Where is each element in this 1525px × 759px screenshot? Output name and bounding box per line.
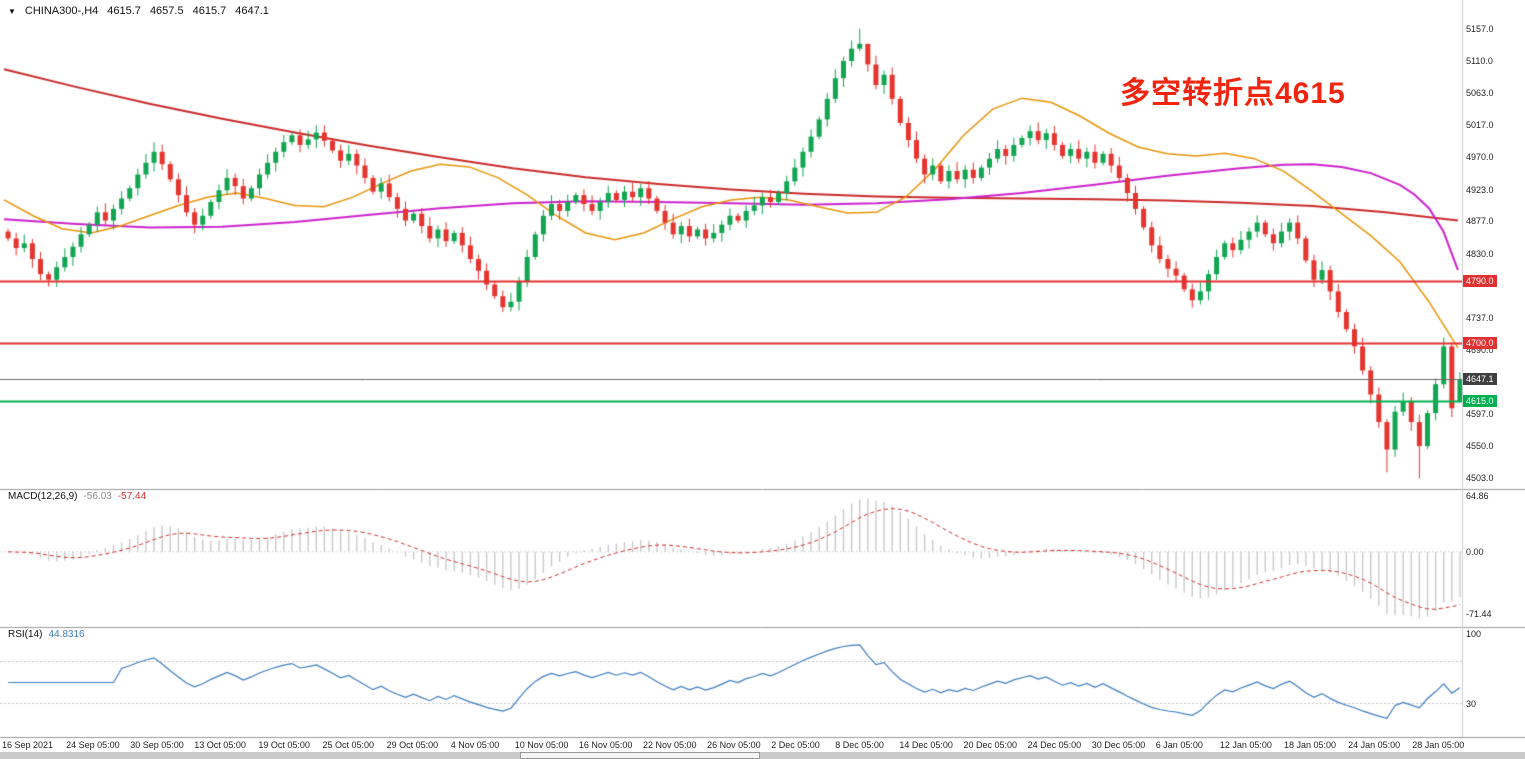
price-tick: 5063.0 [1466,88,1494,99]
time-label: 24 Dec 05:00 [1027,740,1082,750]
price-badge: 4615.0 [1463,395,1497,408]
time-label: 10 Nov 05:00 [514,740,569,750]
rsi-label: RSI(14) 44.8316 [8,629,91,640]
price-tick: 4923.0 [1466,184,1494,195]
price-tick: 4830.0 [1466,248,1494,259]
ohlc-open: 4615.7 [107,5,141,17]
price-badge: 4700.0 [1463,336,1497,349]
macd-tick: -71.44 [1466,608,1492,619]
macd-tick: 0.00 [1466,546,1484,557]
time-label: 8 Dec 05:00 [835,740,884,750]
time-label: 20 Dec 05:00 [963,740,1018,750]
ohlc-close: 4647.1 [235,5,269,17]
symbol-dropdown-icon[interactable]: ▼ [8,6,16,16]
time-label: 12 Jan 05:00 [1219,740,1272,750]
price-tick: 4597.0 [1466,408,1494,419]
time-label: 6 Jan 05:00 [1155,740,1203,750]
time-label: 22 Nov 05:00 [643,740,697,750]
horizontal-scrollbar[interactable] [0,752,1525,759]
price-tick: 4737.0 [1466,312,1494,323]
symbol-title: ▼ CHINA300-,H4 4615.7 4657.5 4615.7 4647… [8,5,269,17]
time-label: 2 Dec 05:00 [771,740,820,750]
macd-name: MACD(12,26,9) [8,491,78,502]
rsi-value: 44.8316 [48,629,85,640]
time-label: 25 Oct 05:00 [322,740,375,750]
macd-value-main: -56.03 [83,491,112,502]
price-tick: 4550.0 [1466,441,1494,452]
time-label: 16 Sep 2021 [2,740,54,750]
time-label: 29 Oct 05:00 [386,740,439,750]
price-tick: 5017.0 [1466,119,1494,130]
price-tick: 5157.0 [1466,23,1494,34]
scrollbar-thumb[interactable] [520,752,760,759]
rsi-name: RSI(14) [8,629,43,640]
price-badge: 4790.0 [1463,275,1497,288]
time-label: 24 Jan 05:00 [1348,740,1401,750]
symbol-period-label: CHINA300-,H4 [24,5,99,17]
time-label: 18 Jan 05:00 [1284,740,1337,750]
ohlc-high: 4657.5 [149,5,184,17]
price-tick: 5110.0 [1466,56,1493,66]
time-label: 28 Jan 05:00 [1412,740,1465,750]
rsi-tick: 100 [1466,629,1482,639]
price-tick: 4690.0 [1466,344,1494,355]
time-label: 13 Oct 05:00 [194,740,246,750]
time-label: 4 Nov 05:00 [450,740,500,750]
price-annotation: 多空转折点4615 [1120,77,1346,110]
macd-tick: 64.86 [1466,490,1489,501]
time-label: 16 Nov 05:00 [578,740,633,750]
time-label: 14 Dec 05:00 [899,740,953,750]
time-label: 26 Nov 05:00 [707,740,761,750]
price-tick: 4877.0 [1466,216,1494,227]
time-label: 30 Dec 05:00 [1091,740,1146,750]
price-badge: 4647.1 [1463,373,1497,386]
rsi-tick: 30 [1466,698,1477,709]
time-label: 30 Sep 05:00 [130,740,184,750]
time-label: 24 Sep 05:00 [66,740,120,750]
price-tick: 4970.0 [1466,152,1494,163]
macd-value-signal: -57.44 [117,491,147,502]
ohlc-low: 4615.7 [192,5,227,17]
price-tick: 4503.0 [1466,473,1494,484]
macd-label: MACD(12,26,9) -56.03 -57.44 [8,491,152,502]
time-label: 19 Oct 05:00 [258,740,310,750]
